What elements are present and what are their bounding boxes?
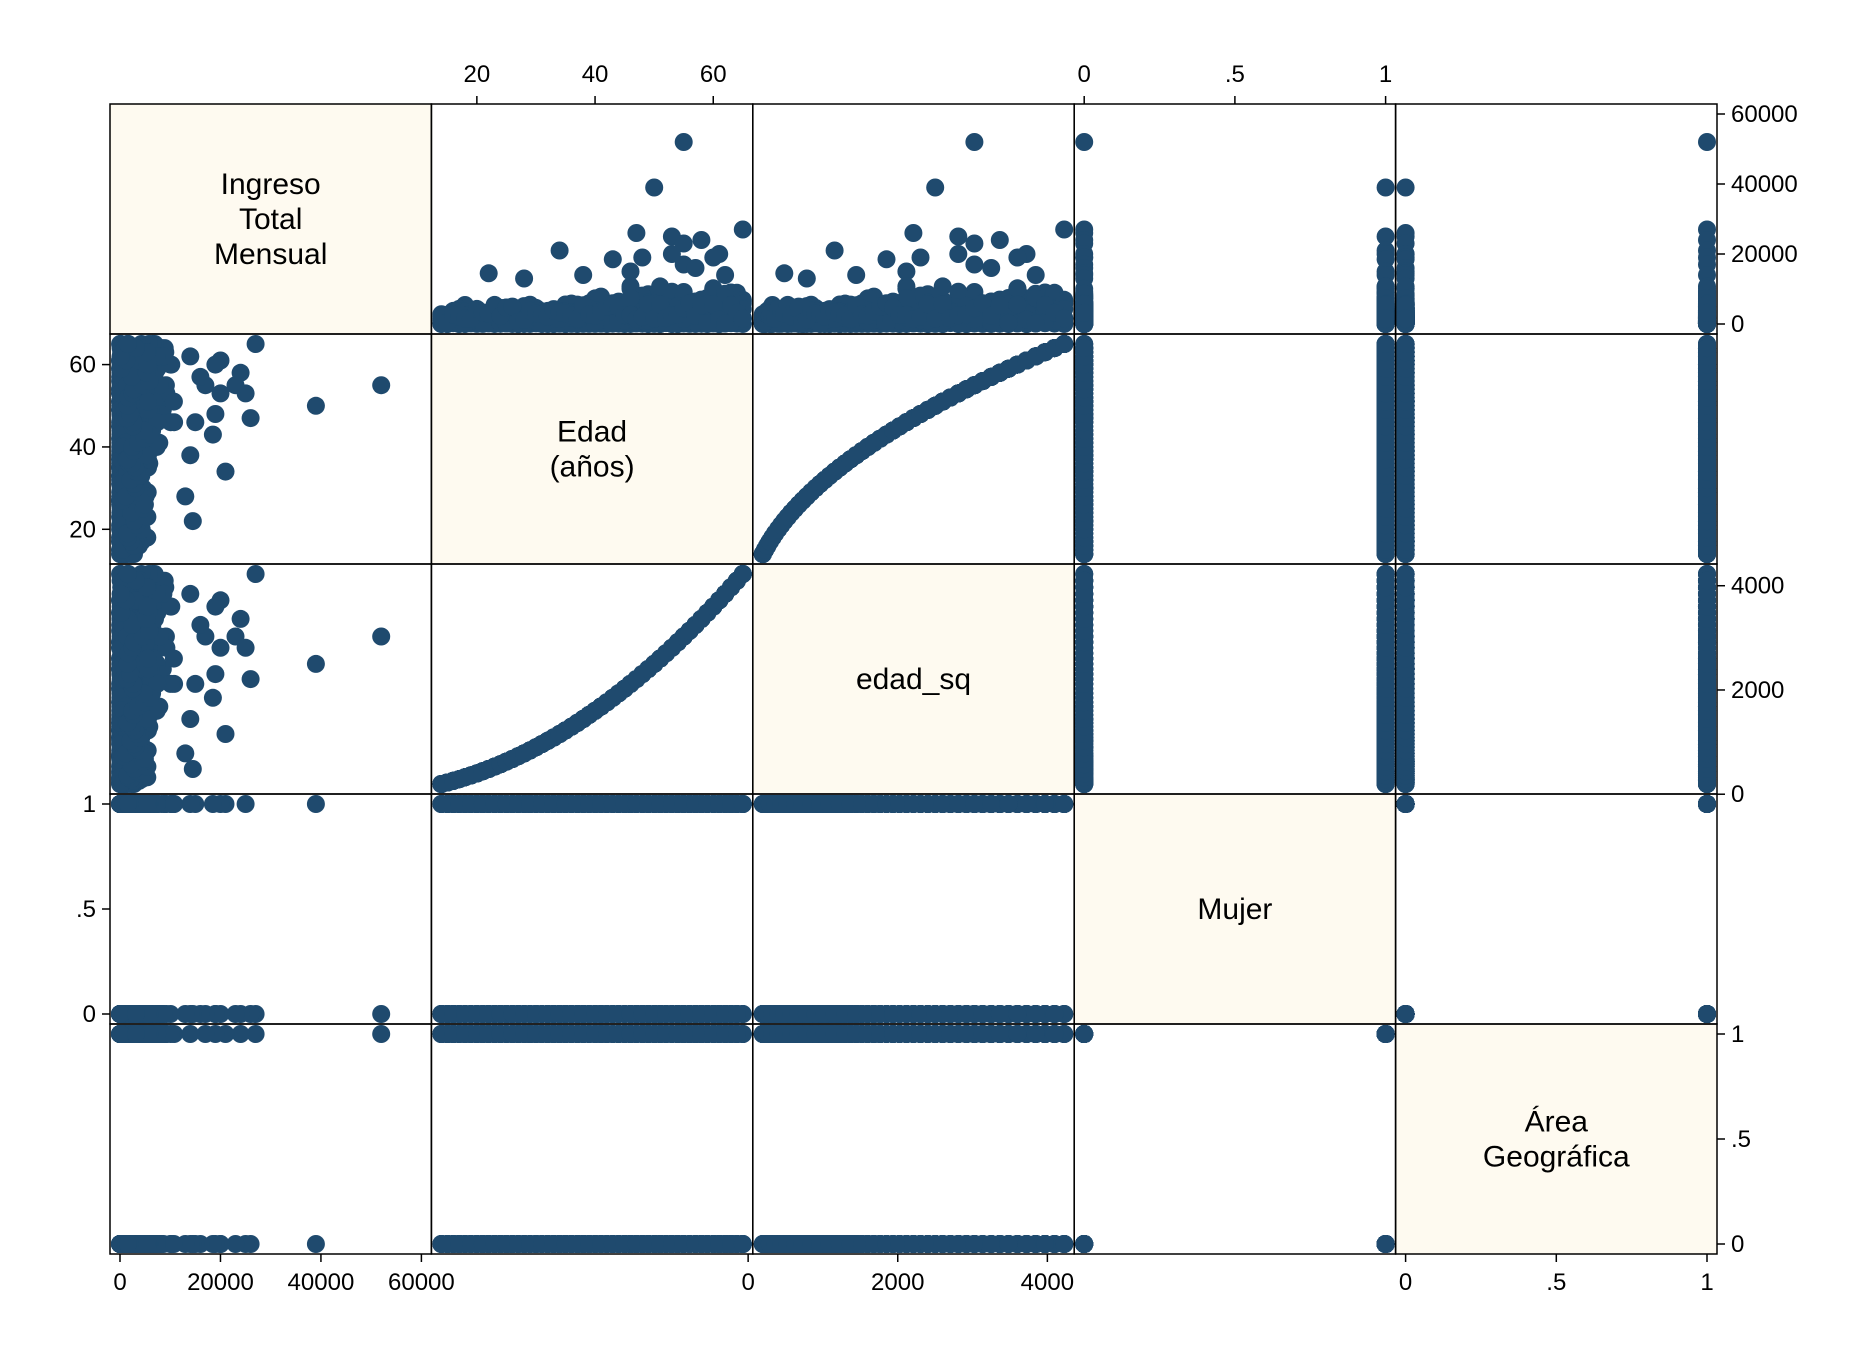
matrix-cells xyxy=(110,104,1717,1254)
data-point xyxy=(704,248,723,267)
data-point xyxy=(515,269,534,288)
data-point xyxy=(1055,309,1074,328)
data-point xyxy=(692,231,711,249)
data-point xyxy=(990,231,1009,249)
data-point xyxy=(216,462,235,481)
data-point xyxy=(1008,248,1027,267)
diagonal-cell-edad_sq xyxy=(752,564,1075,794)
data-point xyxy=(965,255,984,274)
data-point xyxy=(716,266,735,284)
data-point xyxy=(164,392,183,411)
data-point xyxy=(574,266,593,284)
data-point xyxy=(1026,266,1045,284)
data-point xyxy=(1376,309,1395,328)
data-point xyxy=(686,259,705,277)
data-point xyxy=(1026,314,1045,333)
data-point xyxy=(1376,178,1395,197)
data-point xyxy=(825,241,844,260)
data-point xyxy=(674,234,693,253)
matrix-points xyxy=(111,133,1716,1253)
data-point xyxy=(203,425,222,444)
data-point xyxy=(933,277,952,296)
data-point xyxy=(662,245,681,263)
data-point xyxy=(479,264,498,283)
data-point xyxy=(949,227,968,246)
data-point xyxy=(211,384,230,403)
data-point xyxy=(186,413,205,432)
data-point xyxy=(627,224,646,242)
data-point xyxy=(674,133,693,151)
diagonal-cell-mujer xyxy=(1074,794,1396,1024)
data-point xyxy=(651,277,670,296)
data-point xyxy=(1698,303,1716,322)
data-point xyxy=(1075,133,1094,151)
diagonal-cell-area xyxy=(1395,1024,1717,1254)
data-point xyxy=(206,355,225,374)
data-point xyxy=(990,296,1009,315)
cell-points-ingreso-vs-mujer xyxy=(1075,133,1395,333)
data-point xyxy=(904,224,923,242)
data-point xyxy=(1075,303,1094,322)
data-point xyxy=(645,178,664,197)
data-point xyxy=(181,446,200,465)
data-point xyxy=(775,264,794,283)
data-point xyxy=(965,133,984,151)
data-point xyxy=(118,335,137,353)
diagonal-cell-edad xyxy=(431,334,753,564)
data-point xyxy=(372,376,391,395)
data-point xyxy=(139,392,157,411)
data-point xyxy=(847,266,866,284)
data-point xyxy=(1396,178,1415,197)
data-point xyxy=(1055,220,1074,239)
data-point xyxy=(797,269,816,288)
data-point xyxy=(1008,279,1027,298)
data-point xyxy=(241,409,260,428)
data-point xyxy=(982,259,1001,277)
data-point xyxy=(306,396,325,415)
data-point xyxy=(877,250,896,269)
data-point xyxy=(911,248,930,267)
cell-points-edad-vs-ingreso xyxy=(111,335,391,563)
data-point xyxy=(181,347,200,366)
data-point xyxy=(633,248,652,267)
data-point xyxy=(176,487,195,506)
data-point xyxy=(1698,133,1716,151)
cell-points-ingreso-vs-edad xyxy=(432,133,752,333)
data-point xyxy=(550,241,569,260)
data-point xyxy=(965,234,984,253)
cell-points-ingreso-vs-area xyxy=(1396,133,1716,333)
data-point xyxy=(733,309,752,328)
data-point xyxy=(949,245,968,263)
data-point xyxy=(999,314,1018,333)
cell-points-edad-vs-edad_sq xyxy=(753,335,1074,563)
data-point xyxy=(183,512,202,531)
data-point xyxy=(206,405,225,423)
data-point xyxy=(621,262,640,281)
data-point xyxy=(603,250,622,269)
data-point xyxy=(1008,295,1027,314)
data-point xyxy=(926,178,945,197)
data-point xyxy=(1396,309,1415,328)
data-point xyxy=(191,367,210,386)
data-point xyxy=(733,220,752,239)
diagonal-cell-ingreso xyxy=(110,104,432,334)
cell-points-ingreso-vs-edad_sq xyxy=(753,133,1074,333)
data-point xyxy=(246,335,265,353)
